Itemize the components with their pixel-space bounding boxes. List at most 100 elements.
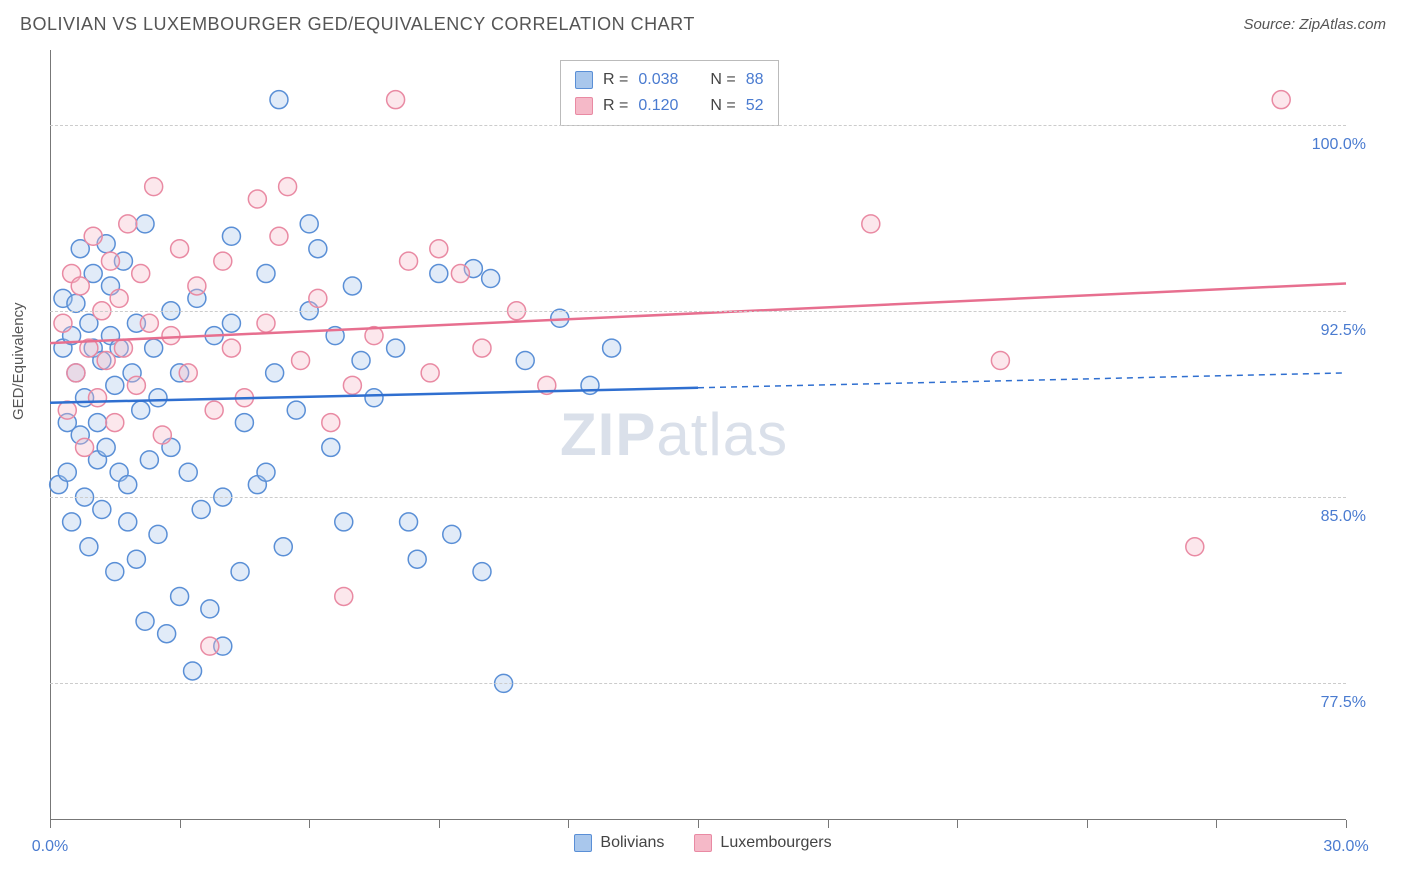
scatter-point <box>266 364 284 382</box>
scatter-point <box>184 662 202 680</box>
scatter-point <box>101 252 119 270</box>
scatter-point <box>1272 91 1290 109</box>
scatter-point <box>136 612 154 630</box>
scatter-point <box>257 463 275 481</box>
x-tick <box>50 820 51 828</box>
gridline <box>50 311 1346 312</box>
scatter-point <box>451 265 469 283</box>
series-legend-item: Luxembourgers <box>694 834 831 852</box>
x-tick <box>957 820 958 828</box>
x-tick <box>309 820 310 828</box>
scatter-point <box>93 501 111 519</box>
scatter-point <box>292 351 310 369</box>
scatter-point <box>300 215 318 233</box>
scatter-point <box>119 476 137 494</box>
scatter-point <box>97 438 115 456</box>
scatter-point <box>430 265 448 283</box>
scatter-point <box>270 91 288 109</box>
scatter-point <box>205 401 223 419</box>
trend-line <box>50 283 1346 343</box>
scatter-point <box>127 550 145 568</box>
legend-r-value: 0.038 <box>638 71 678 89</box>
correlation-legend-row: R = 0.038 N = 88 <box>575 67 764 93</box>
y-tick-label: 100.0% <box>1312 136 1366 154</box>
scatter-point <box>352 351 370 369</box>
scatter-point <box>201 600 219 618</box>
series-legend-label: Bolivians <box>600 834 664 852</box>
scatter-point <box>274 538 292 556</box>
correlation-legend-row: R =0.120N =52 <box>575 93 764 119</box>
legend-swatch <box>694 834 712 852</box>
scatter-point <box>257 314 275 332</box>
scatter-point <box>387 91 405 109</box>
scatter-point <box>270 227 288 245</box>
x-tick <box>828 820 829 828</box>
scatter-point <box>54 314 72 332</box>
scatter-point <box>335 587 353 605</box>
scatter-point <box>400 513 418 531</box>
x-tick <box>180 820 181 828</box>
legend-r-label: R = <box>603 71 628 89</box>
scatter-point <box>97 351 115 369</box>
scatter-point <box>179 364 197 382</box>
scatter-point <box>335 513 353 531</box>
scatter-point <box>991 351 1009 369</box>
x-tick-label: 30.0% <box>1323 838 1368 856</box>
scatter-point <box>421 364 439 382</box>
series-legend-item: Bolivians <box>574 834 664 852</box>
scatter-point <box>322 438 340 456</box>
scatter-point <box>119 513 137 531</box>
scatter-point <box>279 178 297 196</box>
y-tick-label: 85.0% <box>1321 508 1366 526</box>
scatter-point <box>162 327 180 345</box>
scatter-point <box>222 339 240 357</box>
legend-n-value: 88 <box>746 71 764 89</box>
series-legend: Bolivians Luxembourgers <box>0 834 1406 852</box>
x-tick <box>1216 820 1217 828</box>
scatter-point <box>106 563 124 581</box>
legend-n-label: N = <box>710 71 735 89</box>
scatter-point <box>231 563 249 581</box>
scatter-point <box>473 339 491 357</box>
scatter-point <box>119 215 137 233</box>
scatter-point <box>309 240 327 258</box>
scatter-point <box>58 401 76 419</box>
x-tick-label: 0.0% <box>32 838 68 856</box>
legend-r-value: 0.120 <box>638 97 678 115</box>
scatter-point <box>114 339 132 357</box>
gridline <box>50 497 1346 498</box>
scatter-point <box>67 294 85 312</box>
scatter-point <box>343 376 361 394</box>
source-label: Source: ZipAtlas.com <box>1243 16 1386 33</box>
scatter-point <box>145 178 163 196</box>
y-tick-label: 77.5% <box>1321 694 1366 712</box>
legend-swatch <box>574 834 592 852</box>
scatter-point <box>63 513 81 531</box>
gridline <box>50 683 1346 684</box>
scatter-point <box>140 451 158 469</box>
scatter-point <box>76 438 94 456</box>
scatter-point <box>862 215 880 233</box>
scatter-point <box>257 265 275 283</box>
scatter-point <box>473 563 491 581</box>
scatter-point <box>516 351 534 369</box>
scatter-point <box>1186 538 1204 556</box>
scatter-point <box>132 401 150 419</box>
scatter-point <box>322 414 340 432</box>
series-legend-label: Luxembourgers <box>720 834 831 852</box>
scatter-point <box>365 389 383 407</box>
scatter-point <box>603 339 621 357</box>
scatter-point <box>145 339 163 357</box>
scatter-point <box>408 550 426 568</box>
scatter-point <box>158 625 176 643</box>
gridline <box>50 125 1346 126</box>
scatter-point <box>192 501 210 519</box>
scatter-point <box>222 227 240 245</box>
scatter-point <box>235 414 253 432</box>
scatter-point <box>89 389 107 407</box>
chart-svg <box>50 50 1346 820</box>
scatter-point <box>84 227 102 245</box>
scatter-point <box>89 414 107 432</box>
scatter-point <box>387 339 405 357</box>
scatter-point <box>153 426 171 444</box>
